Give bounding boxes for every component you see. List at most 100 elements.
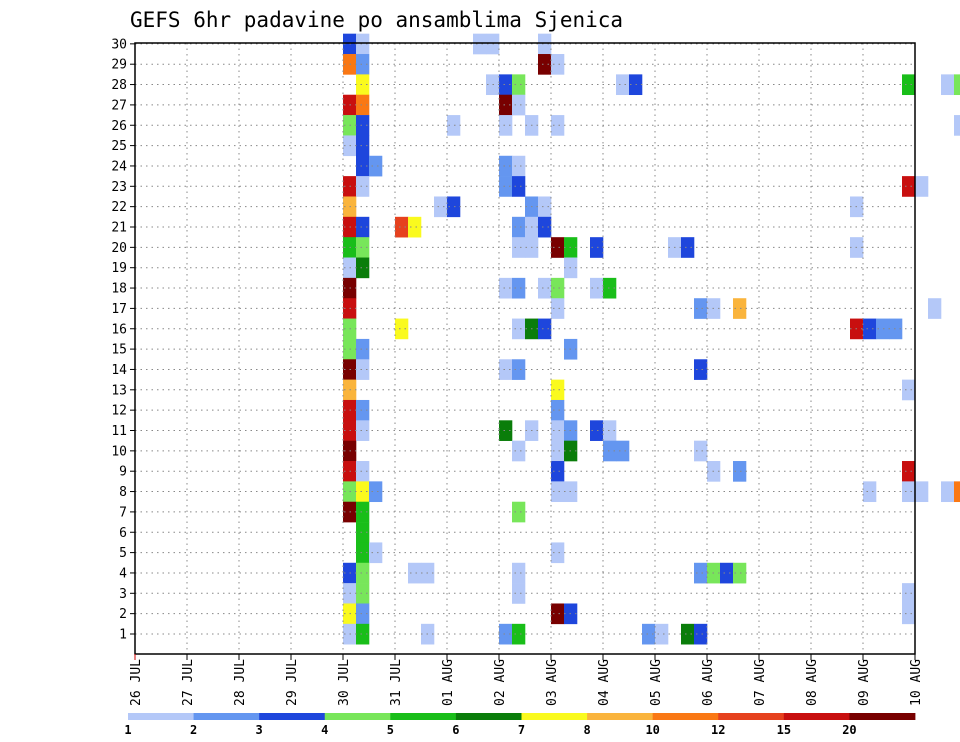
y-tick-label: 4 — [119, 566, 127, 581]
y-tick-label: 23 — [111, 180, 127, 195]
heatmap-cell — [512, 277, 526, 299]
heatmap-cell — [538, 277, 552, 299]
colorbar-label: 1 — [124, 723, 131, 737]
heatmap-cell — [551, 399, 565, 421]
heatmap-cell — [356, 94, 370, 116]
x-tick-label: 05 AUG — [649, 659, 664, 706]
y-tick-label: 24 — [111, 159, 127, 174]
heatmap-cell — [356, 359, 370, 380]
y-tick-label: 19 — [111, 261, 127, 276]
heatmap-cell — [915, 176, 929, 197]
heatmap-cell — [551, 298, 565, 319]
heatmap-cell — [876, 318, 890, 340]
heatmap-cell — [941, 74, 955, 96]
colorbar-label: 20 — [842, 723, 856, 737]
heatmap-cell — [499, 94, 513, 116]
colorbar-label: 3 — [256, 723, 263, 737]
heatmap-cell — [694, 562, 708, 584]
heatmap-cell — [356, 522, 370, 543]
heatmap-cell — [902, 176, 916, 197]
heatmap-cell — [356, 338, 370, 360]
heatmap-cell — [941, 481, 955, 503]
heatmap-cell — [954, 115, 960, 136]
heatmap-cell — [655, 623, 669, 645]
heatmap-cell — [954, 74, 960, 96]
heatmap-cell — [395, 318, 409, 340]
heatmap-cell — [512, 318, 526, 340]
x-tick-label: 02 AUG — [493, 659, 508, 706]
heatmap-cell — [512, 155, 526, 177]
colorbar-label: 15 — [777, 723, 791, 737]
x-tick-label: 30 JUL — [337, 659, 352, 706]
heatmap-cell — [356, 420, 370, 441]
heatmap-cell — [356, 399, 370, 421]
heatmap-cell — [538, 318, 552, 340]
heatmap-cell — [447, 196, 461, 218]
gridlines — [135, 43, 915, 654]
heatmap-cell — [551, 379, 565, 401]
y-tick-label: 27 — [111, 98, 127, 113]
heatmap-cell — [720, 562, 734, 584]
heatmap-cell — [902, 481, 916, 503]
y-tick-label: 11 — [111, 424, 127, 439]
colorbar-label: 6 — [452, 723, 459, 737]
heatmap-cells — [343, 33, 960, 645]
heatmap-cell — [512, 74, 526, 96]
heatmap-cell — [603, 277, 617, 299]
heatmap-cell — [356, 623, 370, 645]
heatmap-cell — [434, 196, 448, 218]
heatmap-cell — [902, 603, 916, 625]
x-tick-label: 27 JUL — [181, 659, 196, 706]
heatmap-cell — [551, 115, 565, 136]
x-tick-label: 31 JUL — [389, 659, 404, 706]
heatmap-cell — [681, 623, 695, 645]
colorbar-label: 5 — [387, 723, 394, 737]
heatmap-cell — [694, 298, 708, 319]
heatmap-cell — [356, 583, 370, 604]
heatmap-cell — [512, 176, 526, 197]
y-tick-label: 21 — [111, 221, 127, 236]
heatmap-cell — [499, 115, 513, 136]
colorbar-label: 4 — [321, 723, 328, 737]
heatmap-cell — [512, 583, 526, 604]
heatmap-cell — [447, 115, 461, 136]
y-tick-label: 13 — [111, 383, 127, 398]
heatmap-cell — [902, 74, 916, 96]
heatmap-cell — [512, 216, 526, 238]
heatmap-cell — [356, 257, 370, 279]
y-tick-label: 7 — [119, 505, 127, 520]
x-tick-label: 09 AUG — [857, 659, 872, 706]
heatmap-cell — [616, 440, 630, 462]
heatmap-cell — [356, 74, 370, 96]
y-tick-label: 29 — [111, 58, 127, 73]
heatmap-cell — [356, 115, 370, 136]
y-tick-label: 30 — [111, 37, 127, 52]
colorbar-swatch — [521, 713, 588, 720]
heatmap-cell — [954, 481, 960, 503]
y-tick-label: 28 — [111, 78, 127, 93]
colorbar-swatch — [193, 713, 260, 720]
heatmap-cell — [499, 623, 513, 645]
heatmap-cell — [551, 237, 565, 258]
colorbar: 1 2 3 4 5 6 7 8 10 12 15 20 — [124, 713, 916, 737]
y-tick-label: 15 — [111, 343, 127, 358]
heatmap-cell — [512, 237, 526, 258]
x-tick-label: 01 AUG — [441, 659, 456, 706]
heatmap-cell — [369, 155, 383, 177]
heatmap-cell — [551, 440, 565, 462]
heatmap-cell — [499, 420, 513, 441]
y-tick-label: 17 — [111, 302, 127, 317]
heatmap-cell — [551, 542, 565, 564]
x-tick-label: 06 AUG — [701, 659, 716, 706]
heatmap-cell — [356, 501, 370, 523]
heatmap-cell — [590, 237, 604, 258]
heatmap-cell — [356, 135, 370, 157]
heatmap-cell — [590, 420, 604, 441]
heatmap-cell — [356, 603, 370, 625]
heatmap-cell — [538, 196, 552, 218]
heatmap-cell — [863, 481, 877, 503]
x-tick-label: 07 AUG — [753, 659, 768, 706]
heatmap-cell — [915, 481, 929, 503]
y-tick-label: 26 — [111, 119, 127, 134]
